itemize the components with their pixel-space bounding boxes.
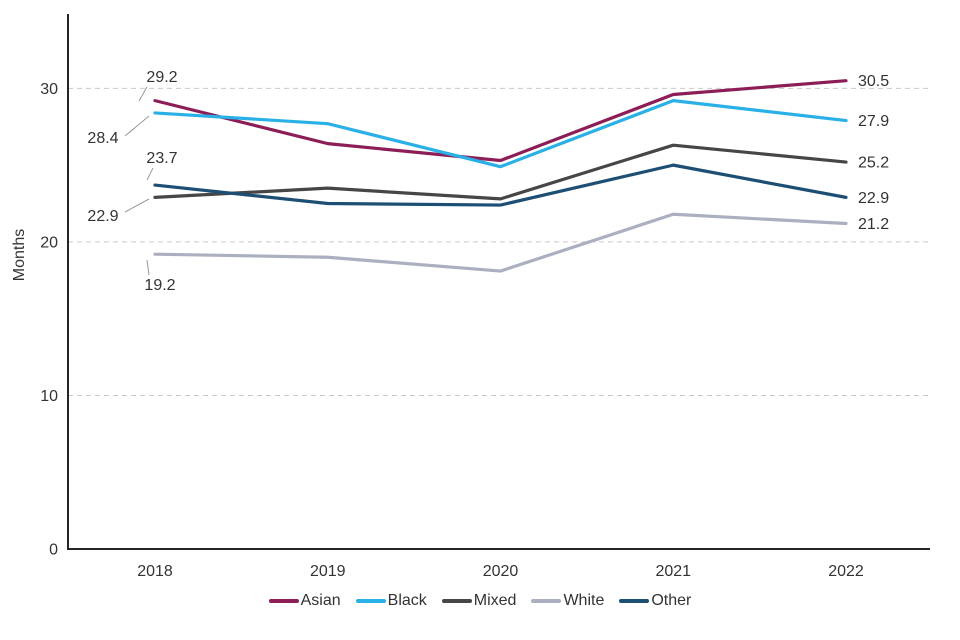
legend-item-mixed: Mixed (441, 592, 517, 610)
label-leader-line (138, 86, 148, 102)
data-label-end-white: 21.2 (858, 216, 889, 233)
line-series-other (153, 163, 848, 207)
y-tick-label: 10 (40, 388, 58, 405)
legend-swatch-mixed (441, 599, 472, 603)
legend-label-white: White (563, 592, 605, 609)
legend-swatch-asian (268, 599, 299, 603)
legend-item-black: Black (355, 592, 427, 610)
y-tick-label: 30 (40, 81, 58, 98)
legend-label-other: Other (651, 592, 692, 609)
data-label-start-mixed: 22.9 (87, 208, 118, 225)
legend-swatch-other (619, 599, 650, 603)
label-leader-line (146, 259, 150, 276)
y-axis-title: Months (11, 229, 28, 281)
legend-label-mixed: Mixed (473, 592, 517, 609)
legend-label-asian: Asian (300, 592, 341, 609)
data-label-end-other: 22.9 (858, 190, 889, 207)
y-tick-label: 0 (49, 542, 58, 559)
x-tick-label: 2022 (828, 563, 864, 580)
label-leader-line (124, 198, 150, 213)
x-tick-label: 2021 (655, 563, 691, 580)
legend-item-asian: Asian (268, 592, 341, 610)
line-series-mixed (153, 143, 848, 201)
data-label-start-other: 23.7 (146, 150, 177, 167)
x-tick-label: 2020 (483, 563, 519, 580)
y-tick-label: 20 (40, 234, 58, 251)
line-series-asian (153, 79, 848, 163)
data-label-start-white: 19.2 (144, 277, 175, 294)
x-tick-label: 2018 (137, 563, 173, 580)
x-tick-label: 2019 (310, 563, 346, 580)
data-label-start-black: 28.4 (87, 130, 118, 147)
legend-swatch-white (531, 599, 562, 603)
label-leader-line (124, 115, 150, 137)
legend-item-white: White (531, 592, 604, 610)
data-label-start-asian: 29.2 (146, 69, 177, 86)
line-series-black (153, 99, 848, 169)
data-label-end-black: 27.9 (858, 113, 889, 130)
line-series-white (153, 212, 848, 273)
legend-label-black: Black (387, 592, 427, 609)
data-label-end-asian: 30.5 (858, 73, 889, 90)
legend-item-other: Other (619, 592, 691, 610)
chart-legend: Asian Black Mixed White Other (0, 592, 960, 610)
label-leader-line (146, 167, 154, 181)
legend-swatch-black (355, 599, 386, 603)
data-label-end-mixed: 25.2 (858, 155, 889, 172)
